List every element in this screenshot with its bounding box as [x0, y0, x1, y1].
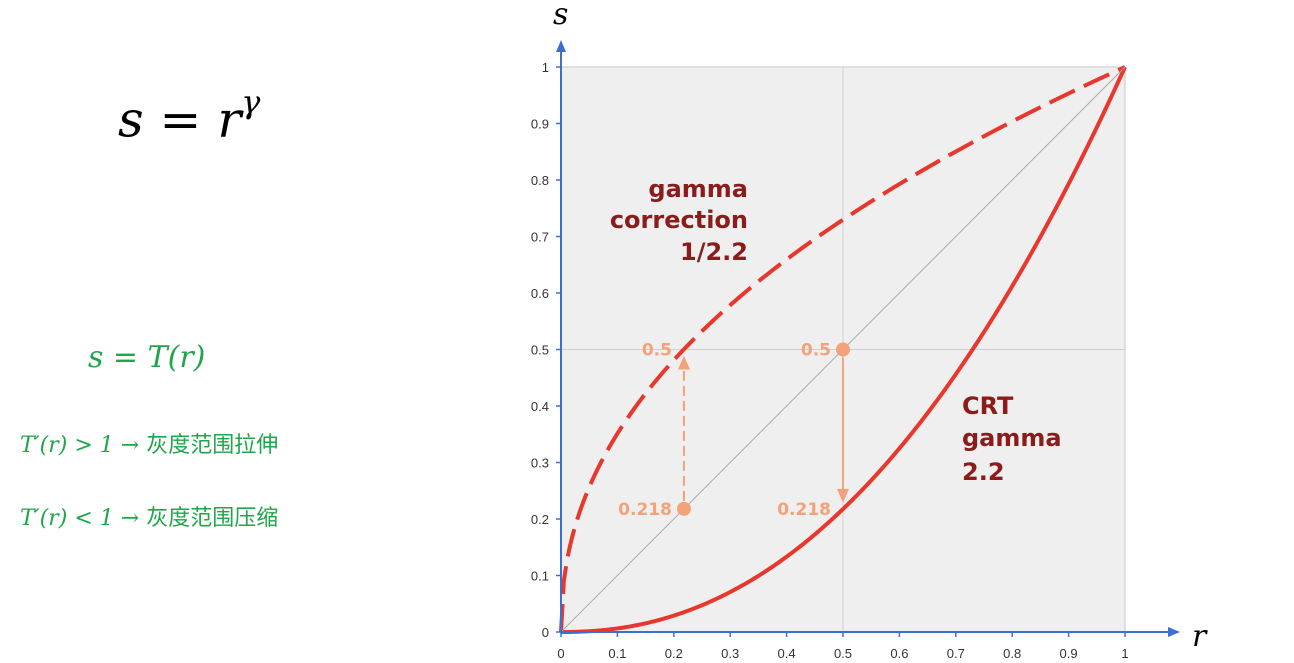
y-tick-label: 0.1 [531, 569, 549, 584]
arrow-down-icon [837, 488, 849, 503]
x-tick-label: 1 [1121, 646, 1128, 661]
crt-gamma-curve [561, 66, 1127, 634]
rule-stretch: T′(r) > 1 → 灰度范围拉伸 [20, 427, 278, 459]
gamma-formula-exponent: γ [241, 83, 261, 121]
rule-stretch-arrow: → [120, 433, 140, 458]
y-tick-label: 0 [542, 625, 549, 640]
x-tick-label: 0.5 [834, 646, 852, 661]
crt-annotation-line: 2.2 [962, 458, 1005, 486]
y-tick-label: 0.4 [531, 399, 549, 414]
x-tick-label: 0.3 [721, 646, 739, 661]
x-tick-label: 0.4 [778, 646, 796, 661]
crt-annotation-line: gamma [962, 424, 1062, 452]
correction-annotation-line: correction [610, 206, 748, 234]
x-tick-label: 0.7 [947, 646, 965, 661]
y-tick-label: 0.9 [531, 117, 549, 132]
x-tick-label: 0.9 [1060, 646, 1078, 661]
x-tick-label: 0.2 [665, 646, 683, 661]
x-tick-label: 0.8 [1003, 646, 1021, 661]
rule-compress-arrow: → [120, 506, 140, 531]
rule-compress-text: 灰度范围压缩 [146, 506, 279, 531]
y-tick-label: 0.5 [531, 343, 549, 358]
x-axis-label: r [1192, 619, 1208, 654]
x-tick-label: 0 [557, 646, 564, 661]
rule-stretch-text: 灰度范围拉伸 [146, 433, 279, 458]
marker-dot [676, 501, 691, 516]
y-tick-label: 0.7 [531, 230, 549, 245]
rule-compress-condition: T′(r) < 1 [20, 506, 114, 531]
marker-value-label: 0.218 [777, 500, 831, 520]
y-axis-label: s [553, 0, 568, 32]
marker-dot [836, 342, 850, 357]
y-tick-label: 1 [542, 60, 549, 75]
rule-stretch-condition: T′(r) > 1 [20, 433, 114, 458]
x-tick-label: 0.6 [890, 646, 908, 661]
rule-compress: T′(r) < 1 → 灰度范围压缩 [20, 500, 278, 532]
gamma-formula: s = rγ [118, 86, 260, 145]
gamma-formula-base: s = r [118, 90, 242, 149]
correction-annotation-line: 1/2.2 [680, 238, 748, 266]
gamma-correction-curve [559, 65, 1126, 633]
marker-value-label: 0.218 [618, 500, 672, 520]
y-tick-label: 0.8 [531, 173, 549, 188]
y-tick-label: 0.3 [531, 456, 549, 471]
marker-value-label: 0.5 [801, 341, 831, 361]
marker-value-label: 0.5 [642, 341, 672, 361]
transform-formula: s = T(r) [88, 340, 206, 375]
y-tick-label: 0.2 [531, 512, 549, 527]
y-axis-arrow-icon [556, 40, 566, 52]
arrow-up-icon [677, 355, 690, 370]
crt-annotation-line: CRT [962, 392, 1014, 420]
correction-annotation-line: gamma [648, 175, 748, 203]
x-axis-arrow-icon [1168, 627, 1180, 637]
y-tick-label: 0.6 [531, 286, 549, 301]
x-tick-label: 0.1 [608, 646, 626, 661]
